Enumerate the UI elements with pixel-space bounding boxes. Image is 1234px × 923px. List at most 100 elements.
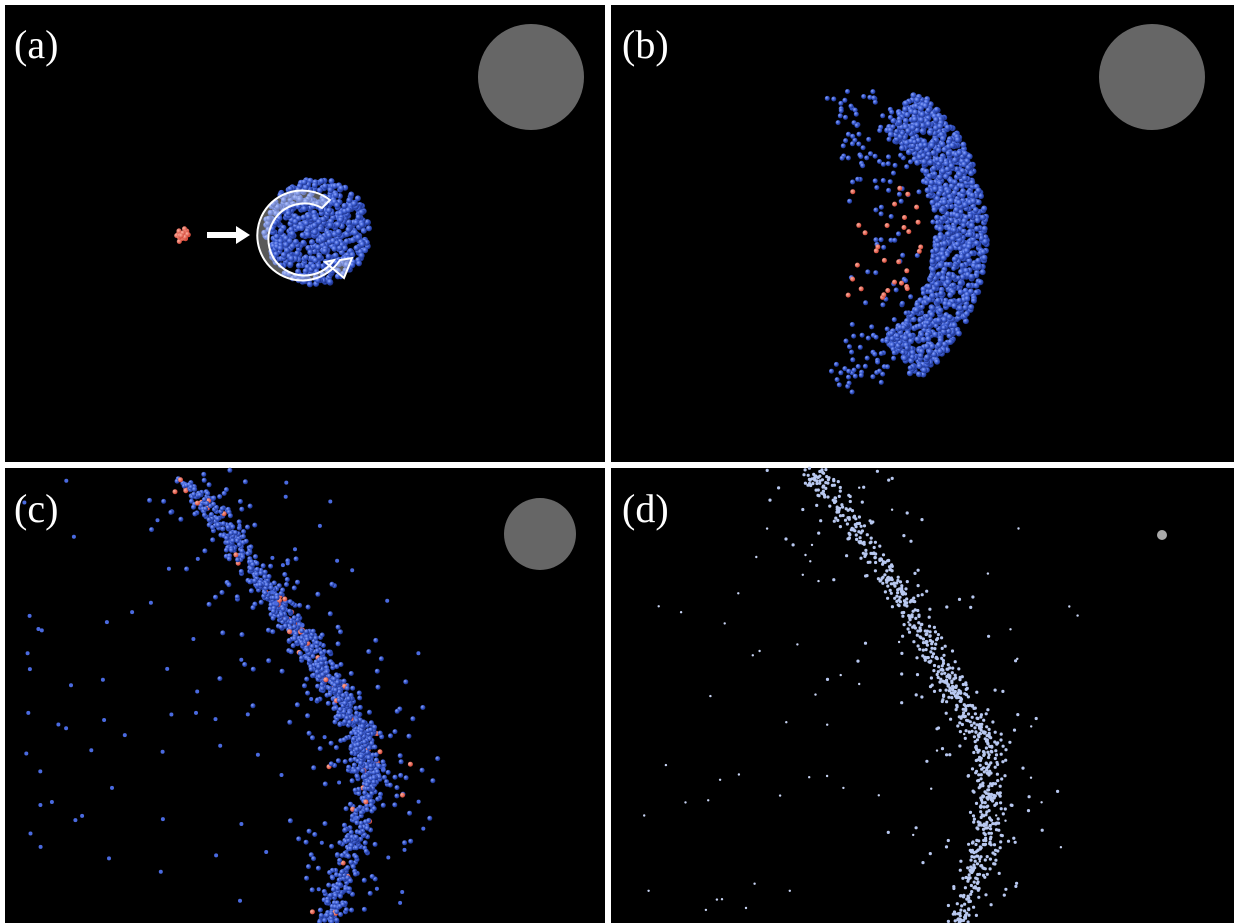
particle [976, 827, 979, 830]
particle [939, 159, 944, 164]
particle [870, 374, 875, 379]
particle [951, 322, 957, 328]
particle [300, 642, 305, 647]
particle [972, 864, 975, 867]
particle [932, 186, 938, 192]
particle [891, 124, 896, 129]
particle [842, 787, 844, 789]
particle [284, 495, 288, 499]
particle [850, 134, 855, 139]
particle [365, 782, 370, 787]
particle [253, 554, 258, 559]
particle [938, 235, 944, 241]
particle [421, 827, 425, 831]
particle [354, 855, 359, 860]
particle [304, 840, 309, 845]
particle [335, 222, 341, 228]
particle [969, 859, 972, 862]
particle [311, 856, 316, 861]
particle [808, 776, 810, 778]
particle [827, 478, 830, 481]
particle [929, 180, 935, 186]
particle [965, 165, 971, 171]
particle [322, 248, 328, 254]
particle [977, 896, 980, 899]
particle [312, 182, 318, 188]
particle [353, 769, 358, 774]
particle [322, 183, 328, 189]
particle [344, 806, 349, 811]
particle [970, 884, 973, 887]
particle [907, 621, 909, 623]
particle [850, 180, 855, 185]
particle [322, 918, 327, 923]
particle [286, 561, 290, 565]
particle [922, 641, 925, 644]
particle [327, 870, 332, 875]
particle [350, 686, 355, 691]
particle [932, 207, 938, 213]
particle [792, 543, 795, 546]
particle [336, 229, 342, 235]
particle [963, 733, 965, 735]
particle [808, 478, 811, 481]
particle [217, 494, 222, 499]
particle [947, 839, 950, 842]
particle [303, 254, 309, 260]
particle [917, 189, 922, 194]
particle [850, 390, 855, 395]
particle [982, 719, 985, 722]
particle [971, 867, 974, 870]
particle [999, 795, 1002, 798]
particle [958, 598, 961, 601]
particle [920, 518, 923, 521]
particle [978, 887, 981, 890]
particle [934, 359, 940, 365]
particle [28, 667, 32, 671]
particle [341, 693, 346, 698]
particle [988, 809, 991, 812]
particle [240, 555, 245, 560]
particle [355, 820, 360, 825]
particle [204, 501, 209, 506]
particle [977, 264, 983, 270]
particle [990, 750, 993, 753]
particle [964, 707, 967, 710]
particle [895, 333, 900, 338]
particle [945, 279, 951, 285]
particle [305, 713, 310, 718]
particle [372, 745, 377, 750]
particle [948, 198, 954, 204]
particle [933, 664, 936, 667]
particle [850, 357, 855, 362]
particle [934, 324, 939, 329]
particle [395, 709, 400, 714]
particle [894, 129, 899, 134]
particle [334, 918, 339, 923]
particle [987, 756, 990, 759]
particle [306, 605, 311, 610]
particle [958, 744, 961, 747]
particle [235, 594, 240, 599]
particle [973, 726, 976, 729]
particle [847, 494, 850, 497]
particle [937, 676, 940, 679]
particle [917, 363, 923, 369]
particle [929, 650, 932, 653]
particle [891, 509, 893, 511]
particle [337, 722, 342, 727]
particle [901, 635, 904, 638]
particle [860, 163, 865, 168]
particle [991, 720, 994, 723]
particle [999, 785, 1002, 788]
particle [834, 497, 837, 500]
particle [933, 647, 936, 650]
particle [921, 861, 924, 864]
particle [285, 577, 290, 582]
particle [864, 574, 867, 577]
particle [989, 818, 992, 821]
particle [327, 187, 333, 193]
particle [305, 232, 311, 238]
particle [994, 782, 997, 785]
particle [901, 589, 904, 592]
